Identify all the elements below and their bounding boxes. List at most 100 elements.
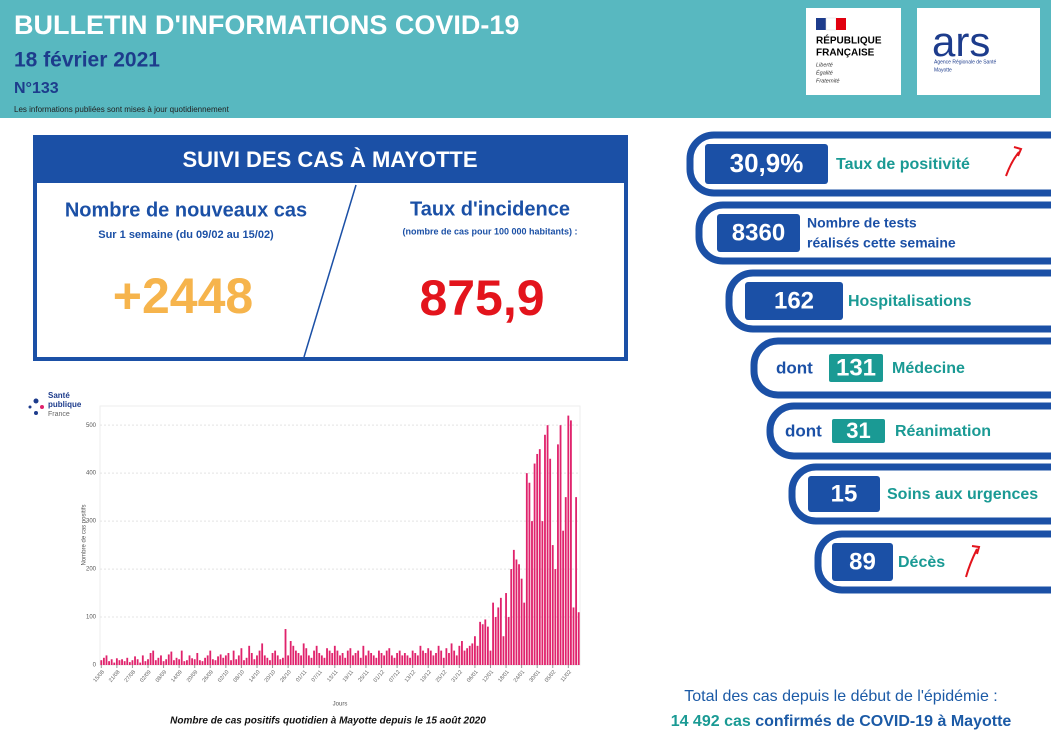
bar <box>549 458 552 665</box>
bar <box>162 661 165 665</box>
x-tick-label: 27/08 <box>124 669 137 683</box>
indicator-label: Réanimation <box>895 423 991 440</box>
indicator-prefix: dont <box>776 358 813 377</box>
x-tick-label: 08/10 <box>233 669 246 683</box>
bar <box>248 645 251 665</box>
bar <box>533 463 536 665</box>
x-tick-label: 14/09 <box>170 669 183 683</box>
bar <box>157 657 160 665</box>
spf-dot <box>28 405 32 409</box>
bar <box>570 420 572 665</box>
bar <box>149 653 152 665</box>
bar <box>572 607 575 665</box>
bar <box>365 655 367 665</box>
bar <box>357 650 360 665</box>
bar <box>282 657 284 665</box>
bar <box>479 621 482 665</box>
header-number: N°133 <box>14 80 59 97</box>
bar <box>315 645 318 665</box>
x-tick-label: 25/12 <box>435 669 448 683</box>
x-tick-label: 18/01 <box>497 669 510 683</box>
bar <box>419 645 422 665</box>
x-axis-label: Jours <box>333 702 348 708</box>
bar <box>385 650 388 665</box>
x-tick-label: 25/11 <box>357 669 370 683</box>
bar <box>564 497 567 665</box>
x-tick-label: 05/02 <box>544 669 557 683</box>
indicator-label: Soins aux urgences <box>887 486 1038 503</box>
summary-title: SUIVI DES CAS À MAYOTTE <box>182 147 477 172</box>
bar <box>217 656 219 665</box>
bar <box>126 657 129 665</box>
x-tick-label: 14/10 <box>248 669 261 683</box>
bar <box>305 648 308 665</box>
indicator-value-box <box>705 144 828 184</box>
bar <box>204 657 206 665</box>
bar <box>450 643 453 665</box>
indicator-value-box <box>808 476 880 512</box>
bar <box>339 655 341 665</box>
bar <box>448 653 450 665</box>
bar <box>154 660 157 665</box>
trend-arrow <box>971 545 981 555</box>
x-tick-label: 08/09 <box>155 669 168 683</box>
bar <box>284 629 287 665</box>
indicator-value: 15 <box>831 480 858 507</box>
bar <box>411 650 414 665</box>
bar <box>497 607 500 665</box>
bar <box>118 660 121 665</box>
bar <box>458 645 461 665</box>
bar <box>510 569 513 665</box>
bar <box>175 657 178 665</box>
y-tick-label: 200 <box>86 567 97 573</box>
bar <box>398 650 401 665</box>
total-count: 14 492 cas <box>671 713 751 730</box>
bar <box>300 655 302 665</box>
logo-ars-sub: Mayotte <box>934 67 952 73</box>
bar <box>554 569 557 665</box>
bar <box>245 657 248 665</box>
bar <box>141 655 144 665</box>
bar <box>455 655 458 665</box>
bar <box>128 662 131 665</box>
bar <box>367 650 370 665</box>
bar <box>147 659 149 665</box>
bar <box>463 650 466 665</box>
trend-arrow <box>965 548 978 578</box>
total-line1: Total des cas depuis le début de l'épidé… <box>684 688 997 705</box>
spf-dot <box>33 398 39 404</box>
bar <box>219 654 222 665</box>
indicator-value: 8360 <box>732 219 785 246</box>
chart-caption: Nombre de cas positifs quotidien à Mayot… <box>170 716 486 727</box>
bar <box>525 473 528 665</box>
x-tick-label: 31/12 <box>451 669 464 683</box>
new-cases-label: Nombre de nouveaux cas <box>65 199 307 221</box>
y-tick-label: 300 <box>86 519 97 525</box>
bar <box>341 653 344 665</box>
y-axis-label: Nombre de cas positifs <box>82 504 88 565</box>
indicator-label: Taux de positivité <box>836 156 970 173</box>
bar <box>110 659 113 665</box>
bar <box>396 653 398 665</box>
bar <box>390 655 393 665</box>
bar <box>274 650 277 665</box>
bar <box>466 648 469 665</box>
bar <box>440 650 443 665</box>
indicators: 30,9% Taux de positivité 8360 Nombre de tes… <box>686 131 1051 594</box>
bar <box>489 650 492 665</box>
bar <box>214 660 217 665</box>
bar <box>326 648 328 665</box>
x-tick-label: 19/11 <box>342 669 355 683</box>
bar <box>551 545 554 665</box>
bar <box>313 650 315 665</box>
bar <box>481 624 484 665</box>
indicator-label: réalisés cette semaine <box>807 235 956 251</box>
header-date: 18 février 2021 <box>14 49 160 72</box>
bar <box>183 661 186 665</box>
bar <box>372 655 375 665</box>
bar <box>559 425 562 665</box>
bar <box>318 653 321 665</box>
indicator-value: 89 <box>849 548 876 575</box>
x-tick-label: 06/01 <box>466 669 479 683</box>
spf-dot <box>40 405 44 409</box>
